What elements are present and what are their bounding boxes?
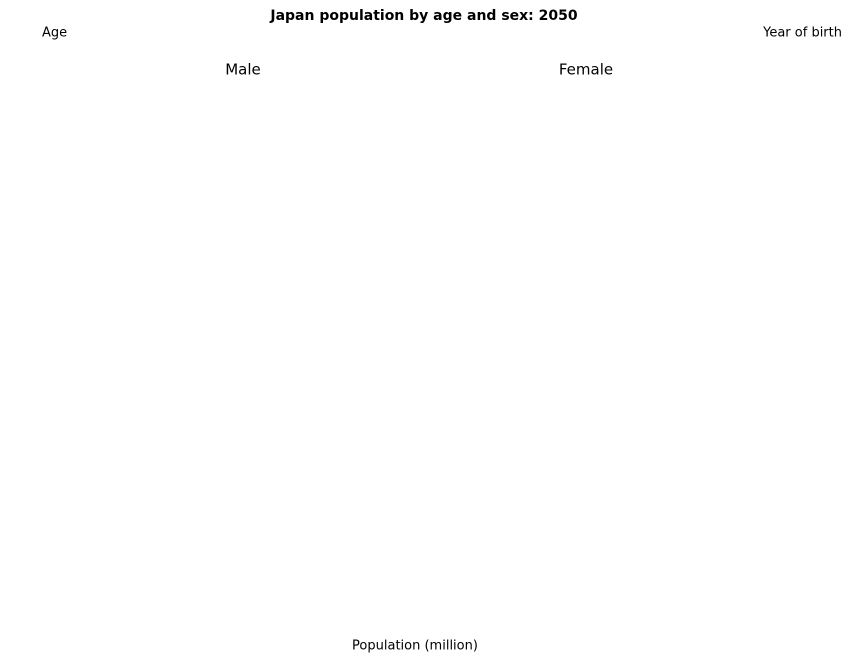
chart-title: Japan population by age and sex: 2050: [269, 8, 578, 24]
y2-axis-title: Year of birth: [762, 26, 842, 41]
x-axis-title: Population (million): [352, 639, 478, 654]
female-label: Female: [559, 61, 613, 79]
y-axis-title: Age: [42, 26, 67, 41]
male-label: Male: [225, 61, 261, 79]
